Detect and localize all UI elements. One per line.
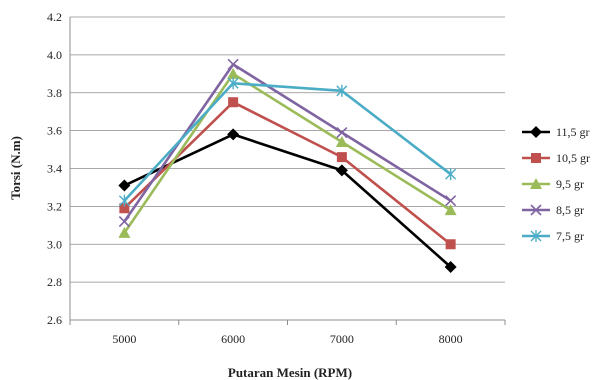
- legend-item: 11,5 gr: [522, 125, 590, 139]
- legend-label: 7,5 gr: [556, 229, 584, 243]
- y-tick-label: 2.6: [47, 313, 62, 327]
- x-tick-label: 6000: [221, 332, 245, 346]
- x-axis-title: Putaran Mesin (RPM): [228, 365, 352, 380]
- tick-labels: 2.6 2.8 3.0 3.2 3.4 3.6 3.8 4.0 4.2 5000 6000 7000 8…: [47, 10, 463, 346]
- y-tick-label: 3.8: [47, 86, 62, 100]
- legend-marker: [530, 178, 542, 189]
- axes: [69, 17, 506, 325]
- legend-label: 9,5 gr: [556, 177, 584, 191]
- y-tick-label: 3.6: [47, 124, 62, 138]
- data-point: [118, 215, 130, 228]
- data-point: [445, 195, 457, 207]
- data-point: [444, 204, 457, 216]
- data-point: [118, 179, 131, 192]
- y-axis-title: Torsi (N.m): [8, 136, 23, 200]
- legend-label: 10,5 gr: [556, 151, 590, 165]
- legend-label: 11,5 gr: [556, 125, 590, 139]
- y-tick-label: 3.2: [47, 199, 62, 213]
- legend-label: 8,5 gr: [556, 203, 584, 217]
- data-point: [445, 168, 457, 181]
- data-point: [227, 77, 239, 90]
- data-point: [445, 239, 456, 250]
- legend-marker: [531, 153, 541, 163]
- data-point: [227, 67, 240, 79]
- legend: 11,5 gr 10,5 gr 9,5 gr 8,5 gr 7,5 gr: [522, 125, 590, 243]
- gridlines: [70, 16, 505, 321]
- data-point: [336, 152, 347, 163]
- data-point: [335, 164, 348, 177]
- data-point: [118, 194, 130, 207]
- series-line: [123, 81, 452, 202]
- y-tick-label: 4.0: [47, 48, 62, 62]
- data-point: [227, 128, 240, 141]
- series-line: [123, 133, 452, 268]
- legend-marker: [530, 126, 542, 138]
- data-point: [336, 84, 348, 97]
- y-tick-label: 3.4: [47, 162, 62, 176]
- data-point: [228, 97, 239, 108]
- data-point: [336, 126, 348, 139]
- data-point: [444, 260, 457, 273]
- data-point: [335, 135, 348, 147]
- x-tick-label: 7000: [330, 332, 354, 346]
- legend-item: 9,5 gr: [522, 177, 584, 191]
- data-point: [227, 58, 239, 70]
- series-line: [123, 72, 452, 234]
- legend-marker: [530, 204, 542, 216]
- legend-marker: [530, 230, 542, 242]
- x-tick-label: 8000: [439, 332, 463, 346]
- y-tick-label: 4.2: [47, 10, 62, 24]
- legend-item: 10,5 gr: [522, 151, 590, 165]
- data-point: [119, 203, 130, 214]
- legend-item: 7,5 gr: [522, 229, 584, 243]
- data-point: [118, 226, 131, 238]
- y-tick-label: 2.8: [47, 275, 62, 289]
- y-tick-label: 3.0: [47, 237, 62, 251]
- legend-item: 8,5 gr: [522, 203, 584, 217]
- x-tick-label: 5000: [112, 332, 136, 346]
- series-lines: [118, 58, 457, 273]
